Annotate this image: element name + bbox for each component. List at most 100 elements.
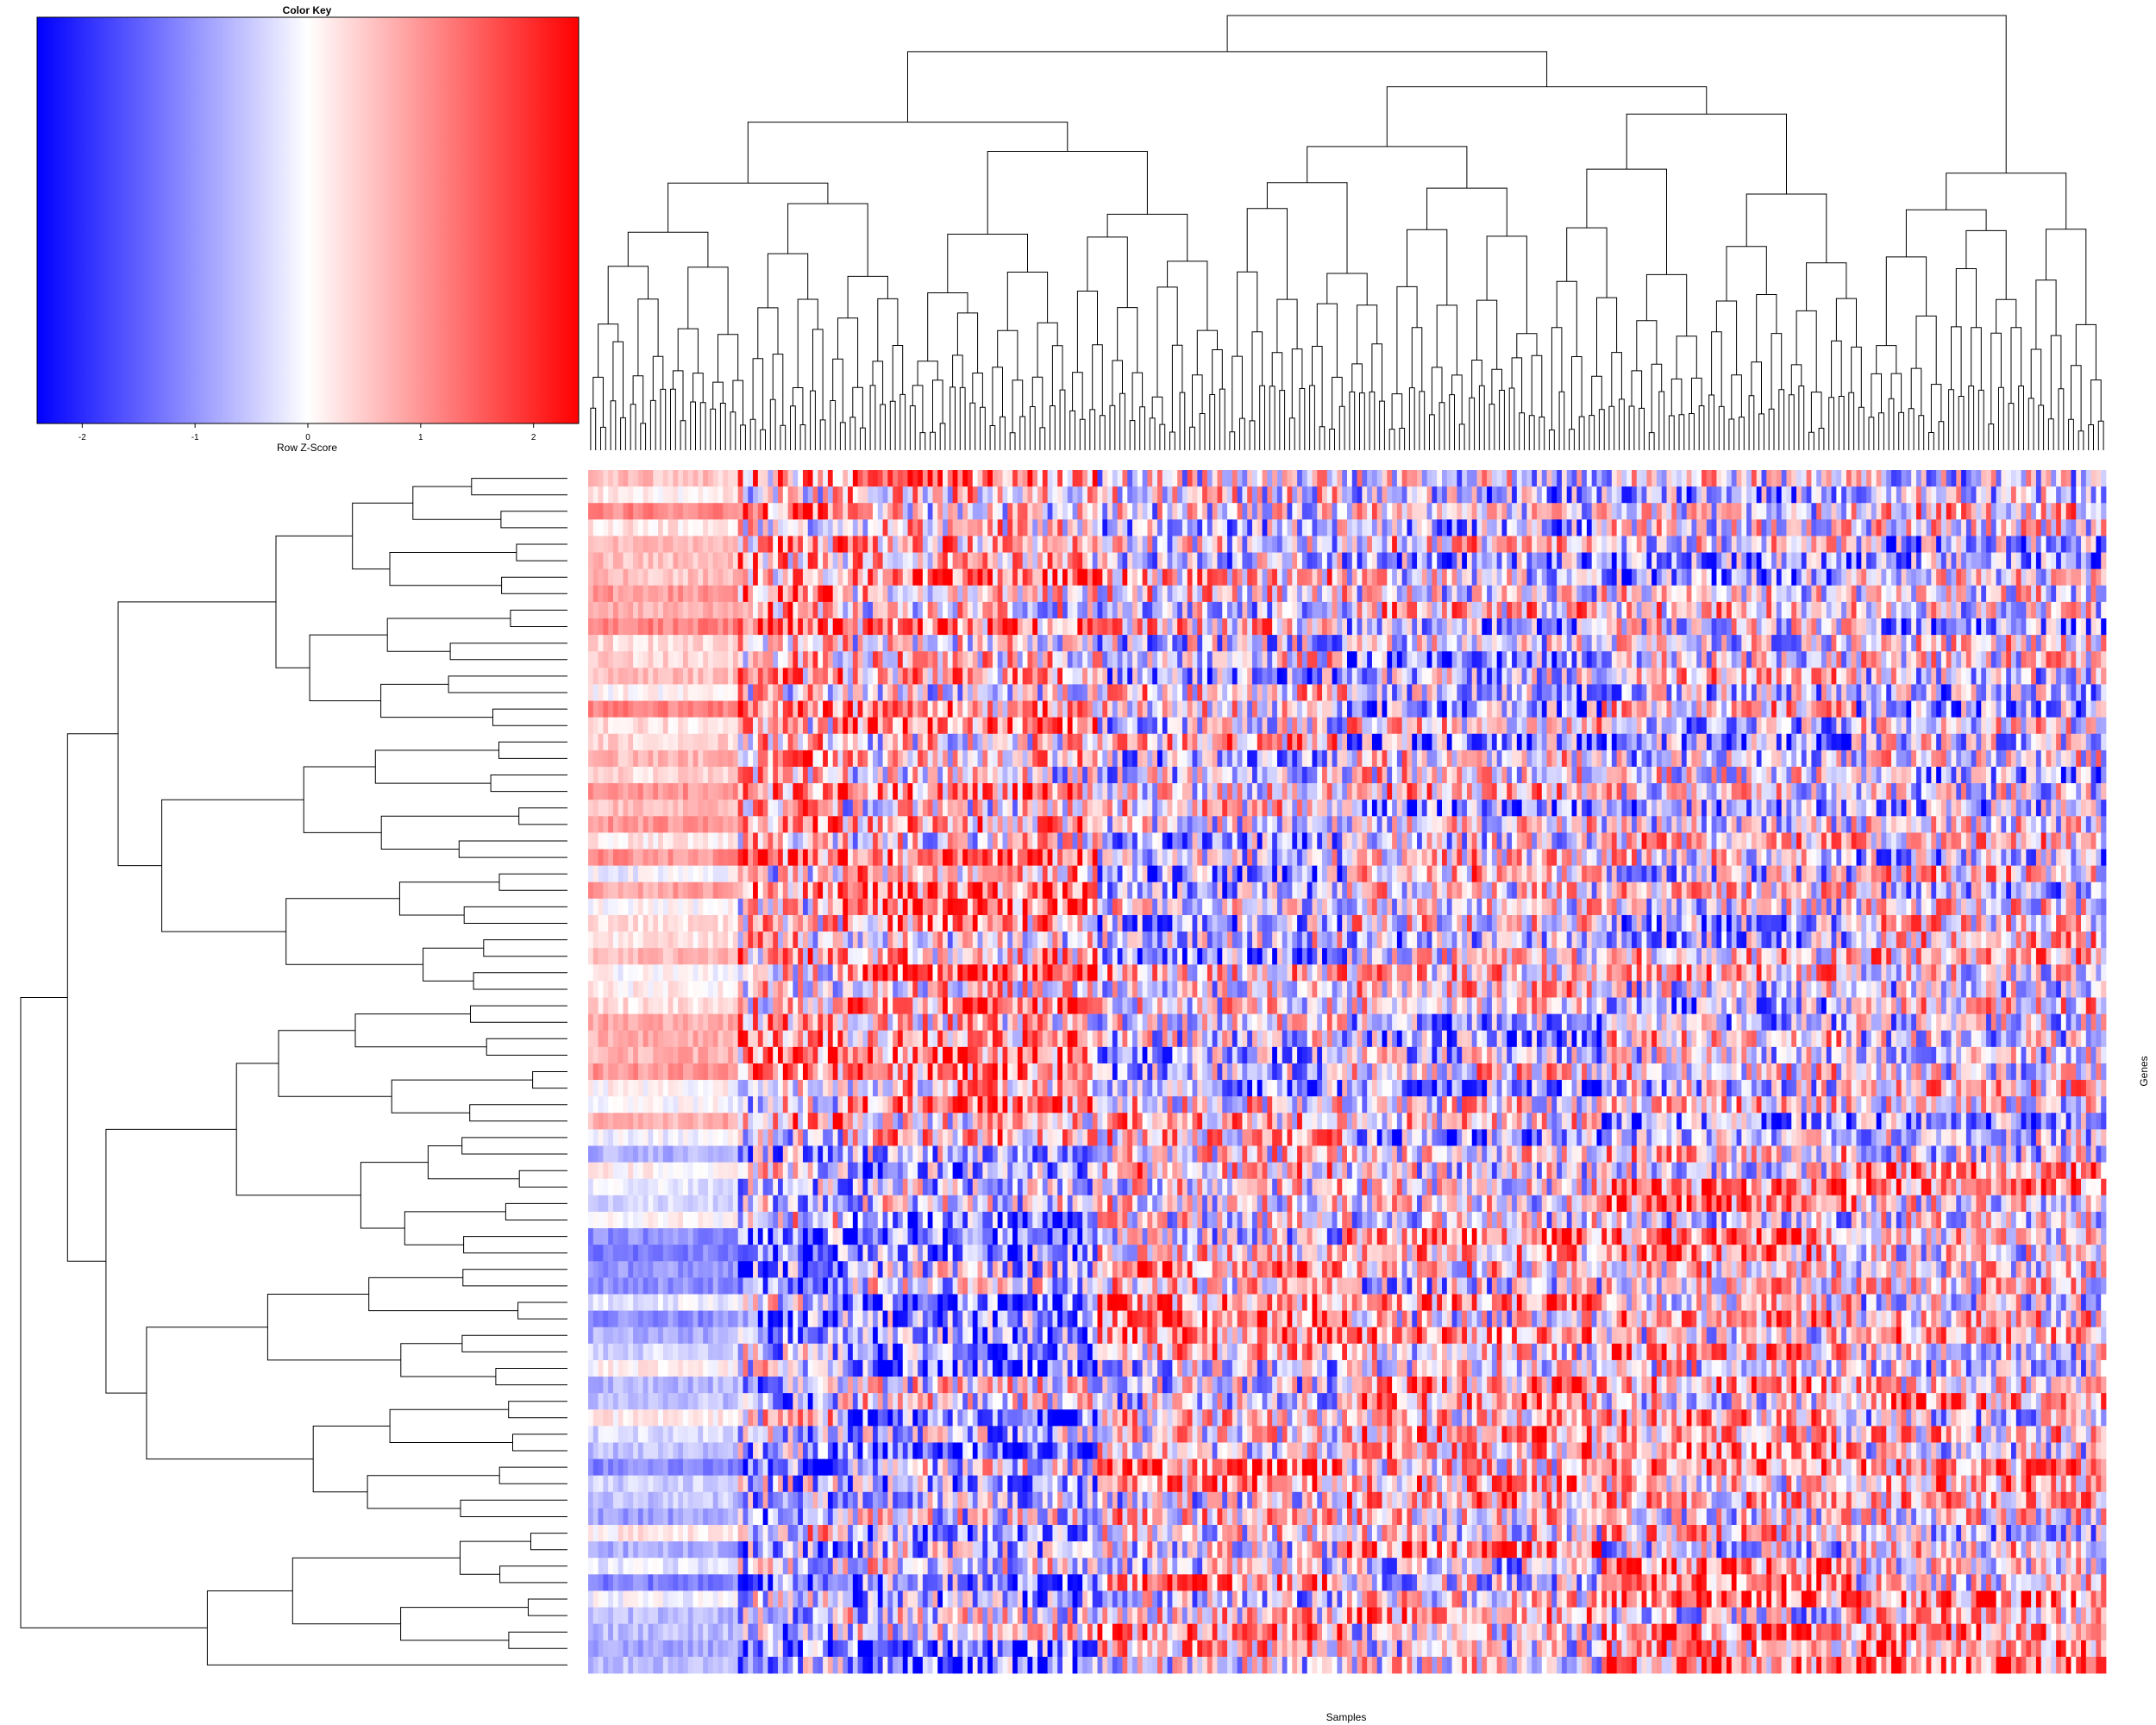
heatmap-cell	[1996, 519, 2002, 536]
column-dendrogram-branch	[700, 403, 705, 450]
heatmap-cell	[1846, 684, 1852, 701]
heatmap-cell	[1667, 701, 1672, 718]
heatmap-cell	[1222, 668, 1227, 685]
heatmap-cell	[1257, 651, 1263, 668]
heatmap-cell	[678, 701, 683, 718]
heatmap-cell	[1172, 651, 1177, 668]
heatmap-cell	[1307, 470, 1313, 487]
column-dendrogram-branch	[1532, 355, 1542, 417]
heatmap-cell	[748, 536, 753, 553]
heatmap-cell	[1741, 701, 1746, 718]
heatmap-cell	[1927, 668, 1932, 685]
heatmap-cell	[628, 519, 633, 536]
heatmap-cell	[1752, 651, 1757, 668]
heatmap-cell	[1906, 651, 1911, 668]
heatmap-cell	[1712, 503, 1717, 520]
heatmap-cell	[1263, 486, 1268, 504]
heatmap-cell	[1846, 618, 1852, 636]
heatmap-cell	[798, 536, 803, 553]
heatmap-cell	[1307, 553, 1313, 570]
heatmap-cell	[1322, 470, 1327, 487]
heatmap-cell	[1537, 651, 1542, 668]
column-dendrogram-branch	[1689, 414, 1695, 451]
heatmap-cell	[2091, 536, 2096, 553]
heatmap-cell	[1861, 684, 1866, 701]
heatmap-cell	[862, 684, 868, 701]
heatmap-cell	[803, 618, 808, 636]
heatmap-cell	[1387, 701, 1392, 718]
heatmap-cell	[703, 618, 708, 636]
heatmap-cell	[1501, 553, 1507, 570]
heatmap-cell	[1596, 553, 1601, 570]
heatmap-cell	[1996, 651, 2002, 668]
heatmap-cell	[1551, 553, 1557, 570]
heatmap-cell	[2021, 569, 2027, 586]
heatmap-cell	[957, 503, 962, 520]
heatmap-cell	[728, 684, 733, 701]
heatmap-cell	[653, 618, 658, 636]
heatmap-cell	[1737, 503, 1742, 520]
heatmap-cell	[1138, 635, 1143, 652]
heatmap-cell	[1143, 553, 1148, 570]
heatmap-cell	[848, 701, 853, 718]
heatmap-cell	[2026, 486, 2031, 504]
heatmap-cell	[1382, 651, 1388, 668]
heatmap-cell	[698, 618, 703, 636]
heatmap-cell	[1032, 668, 1037, 685]
heatmap-cell	[758, 651, 763, 668]
heatmap-cell	[1501, 602, 1507, 619]
heatmap-cell	[1407, 519, 1412, 536]
column-dendrogram-branch	[1749, 396, 1754, 450]
heatmap-cell	[1107, 618, 1112, 636]
heatmap-cell	[1707, 586, 1712, 603]
heatmap-cell	[887, 536, 893, 553]
heatmap-cell	[2066, 503, 2071, 520]
heatmap-cell	[893, 668, 898, 685]
heatmap-cell	[2031, 668, 2036, 685]
heatmap-cell	[848, 668, 853, 685]
heatmap-cell	[1517, 586, 1522, 603]
heatmap-cell	[1671, 618, 1677, 636]
column-dendrogram-branch	[1587, 169, 1667, 274]
heatmap-cell	[1177, 503, 1182, 520]
heatmap-cell	[1757, 569, 1762, 586]
heatmap-cell	[1727, 668, 1732, 685]
heatmap-cell	[818, 635, 823, 652]
heatmap-cell	[1422, 569, 1427, 586]
heatmap-cell	[1956, 684, 1961, 701]
heatmap-cell	[618, 519, 624, 536]
heatmap-cell	[973, 536, 978, 553]
heatmap-cell	[1732, 635, 1737, 652]
heatmap-cell	[1667, 519, 1672, 536]
heatmap-cell	[1642, 668, 1647, 685]
heatmap-cell	[1991, 519, 1996, 536]
heatmap-cell	[1027, 569, 1032, 586]
heatmap-cell	[1836, 618, 1841, 636]
heatmap-cell	[1093, 618, 1098, 636]
row-dendrogram-branch	[509, 1402, 567, 1418]
heatmap-cell	[1332, 668, 1338, 685]
heatmap-cell	[918, 486, 923, 504]
heatmap-cell	[1402, 470, 1407, 487]
heatmap-cell	[1796, 635, 1802, 652]
heatmap-cell	[1367, 668, 1372, 685]
column-dendrogram-branch	[1090, 410, 1095, 450]
heatmap-cell	[1766, 651, 1771, 668]
heatmap-cell	[723, 718, 728, 735]
heatmap-cell	[748, 486, 753, 504]
heatmap-cell	[1996, 684, 2002, 701]
heatmap-cell	[1387, 586, 1392, 603]
heatmap-cell	[1118, 635, 1123, 652]
heatmap-cell	[1193, 618, 1198, 636]
heatmap-cell	[2011, 668, 2016, 685]
heatmap-cell	[903, 519, 908, 536]
heatmap-cell	[1637, 553, 1642, 570]
heatmap-cell	[823, 684, 828, 701]
heatmap-cell	[1482, 569, 1487, 586]
heatmap-cell	[1422, 618, 1427, 636]
heatmap-cell	[1127, 684, 1132, 701]
heatmap-cell	[982, 684, 987, 701]
heatmap-cell	[912, 519, 918, 536]
heatmap-cell	[643, 635, 649, 652]
heatmap-cell	[1267, 553, 1272, 570]
